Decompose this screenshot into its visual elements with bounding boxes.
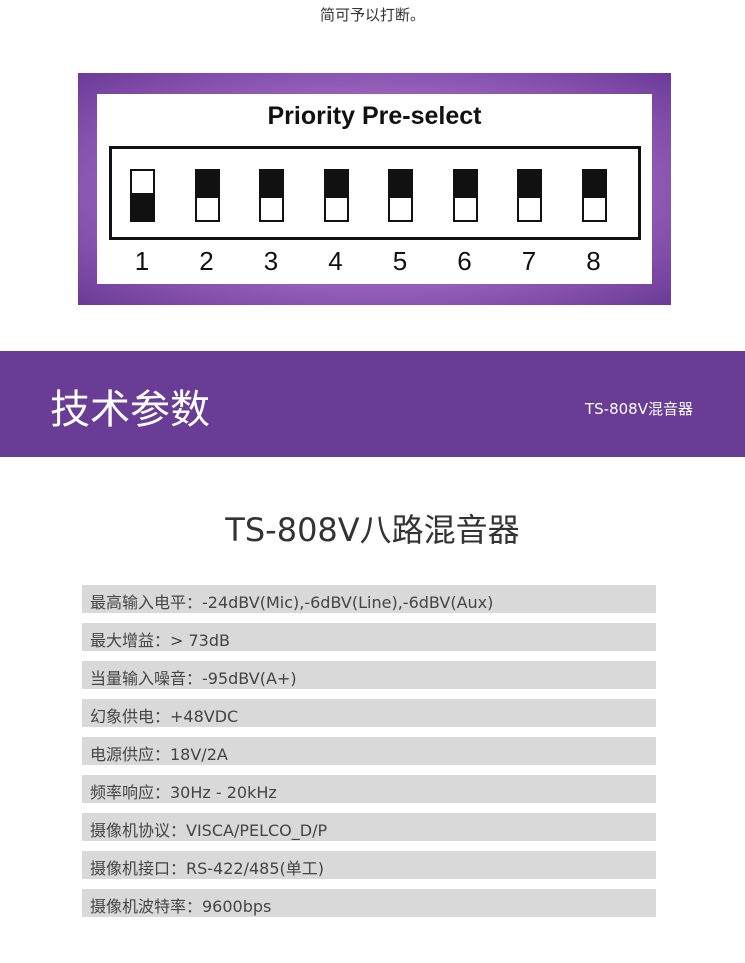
switch-knob xyxy=(454,171,476,198)
spec-row: 最大增益：> 73dB xyxy=(82,623,656,651)
spec-row: 摄像机协议：VISCA/PELCO_D/P xyxy=(82,813,656,841)
switch-number: 4 xyxy=(328,246,343,276)
spec-row: 幻象供电：+48VDC xyxy=(82,699,656,727)
spec-row: 频率响应：30Hz - 20kHz xyxy=(82,775,656,803)
section-title: 技术参数 xyxy=(50,387,210,433)
switch-knob xyxy=(583,171,605,198)
spec-row: 摄像机接口：RS-422/485(单工) xyxy=(82,851,656,879)
switch-knob xyxy=(325,171,347,198)
spec-row: 当量输入噪音：-95dBV(A+) xyxy=(82,661,656,689)
switch-number: 5 xyxy=(392,246,408,276)
model-title: TS-808V八路混音器 xyxy=(225,511,520,549)
section-subtitle: TS-808V混音器 xyxy=(585,400,693,418)
intro-text-tail: 简可予以打断。 xyxy=(319,6,425,24)
spec-row: 最高输入电平：-24dBV(Mic),-6dBV(Line),-6dBV(Aux… xyxy=(82,585,656,613)
spec-list: 最高输入电平：-24dBV(Mic),-6dBV(Line),-6dBV(Aux… xyxy=(82,585,656,927)
section-header: 技术参数 TS-808V混音器 xyxy=(0,351,745,457)
switch-number: 1 xyxy=(134,246,150,276)
switch-knob xyxy=(132,193,153,220)
dip-switch-box xyxy=(109,146,641,240)
switch-knob xyxy=(390,171,411,198)
switch-knob xyxy=(196,171,218,198)
priority-preselect-image: Priority Pre-select 1 2 3 4 5 6 7 8 xyxy=(78,73,671,305)
switch-number: 6 xyxy=(457,246,472,276)
dip-switch-6 xyxy=(452,169,478,222)
dip-switch-2 xyxy=(194,169,220,222)
dip-switch-5 xyxy=(388,169,413,222)
switch-knob xyxy=(261,171,282,198)
priority-title: Priority Pre-select xyxy=(267,102,482,130)
switch-number: 8 xyxy=(586,246,601,276)
switch-number: 3 xyxy=(263,246,279,276)
spec-row: 电源供应：18V/2A xyxy=(82,737,656,765)
dip-switch-8 xyxy=(581,169,607,222)
dip-switch-1 xyxy=(130,169,155,222)
switch-number: 2 xyxy=(199,246,214,276)
dip-switch-7 xyxy=(517,169,542,222)
switch-number: 7 xyxy=(521,246,537,276)
dip-switch-3 xyxy=(259,169,284,222)
switch-knob xyxy=(519,171,540,198)
dip-switch-4 xyxy=(323,169,349,222)
spec-row: 摄像机波特率：9600bps xyxy=(82,889,656,917)
priority-panel: Priority Pre-select 1 2 3 4 5 6 7 8 xyxy=(97,94,652,284)
